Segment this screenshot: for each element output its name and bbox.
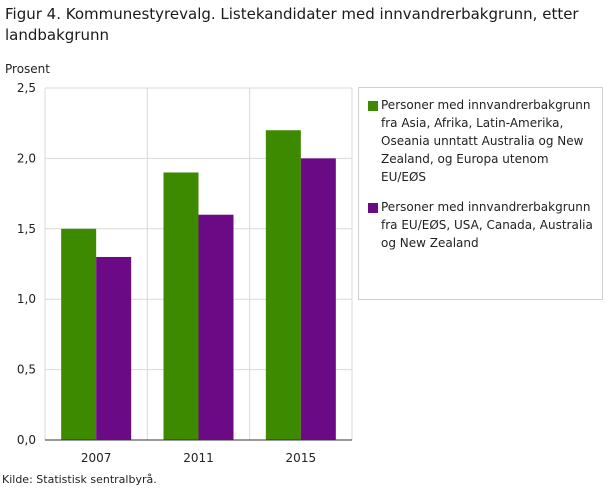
x-tick-label: 2007 [81,451,112,465]
chart-legend: Personer med innvandrerbakgrunn fra Asia… [358,87,603,300]
y-tick-label: 0,0 [17,433,36,447]
legend-item-series-2: Personer med innvandrerbakgrunn fra EU/E… [368,198,596,252]
legend-label-series-1: Personer med innvandrerbakgrunn fra Asia… [381,98,591,184]
chart-title: Figur 4. Kommunestyrevalg. Listekandidat… [5,5,579,44]
bar-series-1-2011 [163,172,199,441]
bar-series-2-2015 [300,158,336,440]
legend-item-series-1: Personer med innvandrerbakgrunn fra Asia… [368,96,596,186]
bar-series-1-2015 [265,130,301,441]
legend-label-series-2: Personer med innvandrerbakgrunn fra EU/E… [381,200,593,250]
bar-series-1-2007 [61,228,97,440]
bar-series-2-2007 [96,256,132,440]
y-tick-label: 0,5 [17,363,36,377]
legend-swatch-series-2 [368,203,378,213]
bar-series-2-2011 [198,214,234,440]
y-tick-label: 1,5 [17,222,36,236]
x-tick-label: 2011 [183,451,214,465]
legend-swatch-series-1 [368,101,378,111]
x-tick-label: 2015 [286,451,317,465]
source-note: Kilde: Statistisk sentralbyrå. [2,473,157,486]
y-tick-label: 1,0 [17,292,36,306]
y-tick-label: 2,5 [17,81,36,95]
y-tick-label: 2,0 [17,151,36,165]
y-axis-label: Prosent [5,62,50,76]
